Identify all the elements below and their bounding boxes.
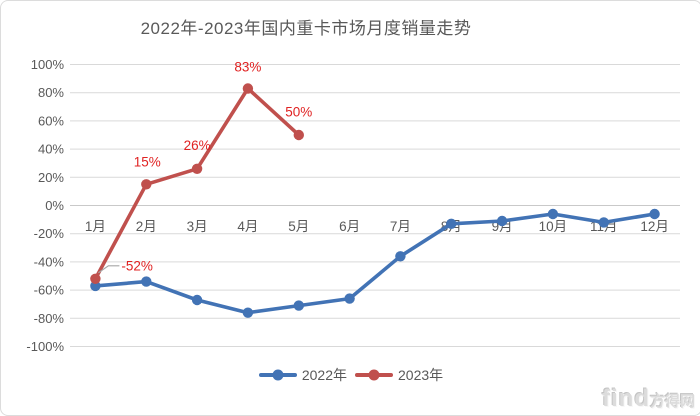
series-line-2022年 <box>93 212 657 315</box>
series-line-2023年 <box>93 86 301 281</box>
data-label: 83% <box>234 60 261 75</box>
x-tick-label: 4月 <box>237 219 258 234</box>
x-tick-label: 1月 <box>85 219 106 234</box>
x-tick-label: 3月 <box>187 219 208 234</box>
y-tick-label: 20% <box>38 170 64 185</box>
data-label: 15% <box>134 154 161 169</box>
legend-label-2023: 2023年 <box>398 367 444 383</box>
series-marker-2022年 <box>446 218 457 229</box>
y-tick-label: -80% <box>34 311 65 326</box>
chart-legend: 2022年 2023年 <box>1 365 700 385</box>
series-marker-2023年 <box>293 129 304 141</box>
y-tick-label: -60% <box>34 283 65 298</box>
series-marker-2023年 <box>242 83 254 94</box>
series-marker-2022年 <box>649 208 660 220</box>
data-label: 26% <box>184 138 211 153</box>
series-marker-2022年 <box>395 251 406 262</box>
legend-item-2023: 2023年 <box>355 365 443 385</box>
y-tick-label: -20% <box>34 226 65 241</box>
y-tick-label: -40% <box>34 254 65 269</box>
site-watermark: find 方得网 <box>602 385 695 413</box>
x-tick-label: 6月 <box>339 219 360 234</box>
legend-line-marker-icon-2023 <box>355 369 393 381</box>
data-label-leader-line <box>98 265 120 274</box>
series-marker-2022年 <box>547 208 559 220</box>
x-tick-label: 10月 <box>539 219 568 234</box>
y-tick-label: -100% <box>26 339 64 354</box>
series-marker-2022年 <box>344 293 355 304</box>
chart-title: 2022年-2023年国内重卡市场月度销量走势 <box>140 19 472 38</box>
x-tick-label: 12月 <box>640 219 669 234</box>
y-tick-label: 40% <box>38 142 64 157</box>
y-tick-label: 100% <box>31 57 65 72</box>
data-label: 50% <box>285 105 312 120</box>
legend-item-2022: 2022年 <box>258 365 347 385</box>
x-tick-label: 7月 <box>390 219 411 234</box>
series-marker-2022年 <box>293 300 304 311</box>
watermark-latin: find <box>602 385 650 412</box>
data-label: -52% <box>121 258 153 273</box>
series-marker-2022年 <box>141 276 152 287</box>
legend-line-marker-icon-2022 <box>258 369 297 381</box>
x-tick-label: 5月 <box>288 219 309 234</box>
watermark-cjk: 方得网 <box>649 393 695 410</box>
y-tick-label: 60% <box>38 113 64 128</box>
series-marker-2023年 <box>90 273 101 284</box>
series-marker-2023年 <box>141 179 152 190</box>
series-marker-2022年 <box>496 215 508 227</box>
legend-label-2022: 2022年 <box>301 367 347 383</box>
y-tick-label: 0% <box>45 198 64 213</box>
series-marker-2023年 <box>191 163 203 174</box>
x-tick-label: 2月 <box>136 219 157 234</box>
series-marker-2022年 <box>598 217 609 228</box>
series-marker-2022年 <box>191 294 203 306</box>
y-tick-label: 80% <box>38 85 64 100</box>
series-marker-2022年 <box>242 307 254 318</box>
